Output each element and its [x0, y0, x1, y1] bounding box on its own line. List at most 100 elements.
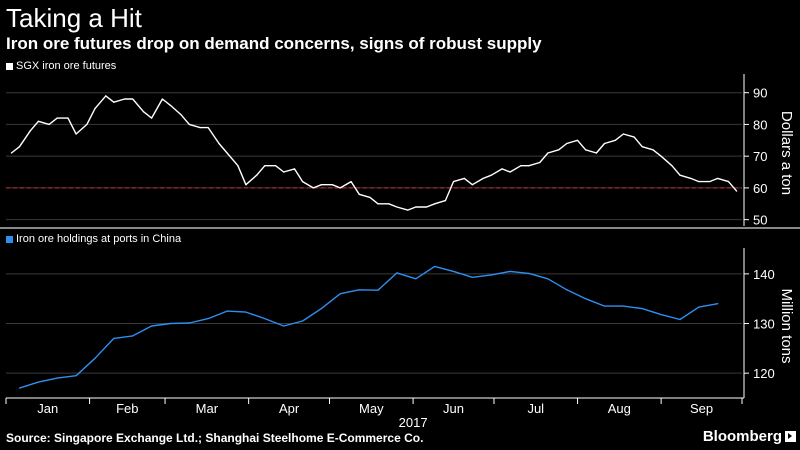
- data-point-futures-4: [48, 123, 50, 126]
- data-point-holdings-8: [169, 322, 172, 325]
- legend-swatch-futures: [6, 62, 13, 70]
- data-point-futures-49: [471, 184, 474, 186]
- data-point-holdings-29: [566, 289, 568, 291]
- series-line-futures: [10, 95, 738, 211]
- data-point-futures-28: [274, 165, 277, 167]
- data-point-futures-6: [67, 117, 69, 119]
- data-point-futures-3: [37, 120, 39, 122]
- data-point-holdings-15: [301, 320, 304, 322]
- data-point-holdings-22: [434, 265, 436, 268]
- chart-subtitle: Iron ore futures drop on demand concerns…: [6, 34, 542, 53]
- data-point-futures-36: [350, 180, 352, 183]
- data-point-futures-54: [520, 165, 522, 167]
- xtick-label-jun: Jun: [443, 401, 464, 416]
- data-point-futures-63: [603, 142, 606, 145]
- data-point-holdings-0: [18, 387, 21, 389]
- data-point-futures-27: [264, 165, 266, 167]
- data-point-futures-15: [150, 117, 153, 119]
- data-point-holdings-28: [547, 278, 549, 280]
- data-point-futures-58: [558, 149, 560, 151]
- data-point-holdings-13: [264, 317, 266, 320]
- ylabel-futures: Dollars a ton: [778, 111, 795, 195]
- data-point-futures-29: [283, 171, 285, 173]
- data-point-holdings-5: [113, 337, 115, 340]
- data-point-holdings-36: [698, 306, 700, 308]
- data-point-futures-2: [29, 130, 31, 132]
- data-point-holdings-18: [358, 289, 360, 291]
- data-point-holdings-19: [377, 289, 379, 291]
- xtick-label-sep: Sep: [690, 401, 713, 416]
- data-point-holdings-14: [283, 325, 285, 327]
- data-point-holdings-9: [188, 322, 190, 324]
- data-point-holdings-7: [150, 325, 153, 327]
- data-point-futures-48: [463, 177, 465, 179]
- data-point-futures-55: [528, 165, 530, 167]
- data-point-futures-20: [199, 127, 201, 129]
- data-point-holdings-12: [245, 311, 247, 313]
- data-point-futures-42: [407, 209, 409, 211]
- ytick-label-futures-60: 60: [753, 181, 767, 196]
- data-point-futures-37: [358, 193, 360, 195]
- data-point-futures-14: [142, 111, 145, 113]
- brand-logo: Bloomberg: [703, 428, 796, 445]
- data-point-futures-21: [207, 127, 209, 129]
- data-point-holdings-17: [339, 293, 341, 295]
- data-point-holdings-34: [660, 313, 662, 316]
- data-point-holdings-20: [396, 272, 398, 274]
- xtick-label-mar: Mar: [196, 401, 219, 416]
- data-point-futures-59: [566, 142, 568, 145]
- data-point-holdings-30: [585, 298, 587, 300]
- data-point-futures-23: [226, 152, 228, 154]
- data-point-futures-9: [94, 107, 96, 110]
- data-point-futures-52: [501, 168, 503, 170]
- data-point-futures-74: [709, 180, 711, 183]
- data-point-futures-5: [56, 117, 58, 119]
- brand-arrow-icon: [785, 431, 796, 442]
- data-point-futures-62: [595, 152, 598, 154]
- data-point-futures-75: [717, 177, 719, 179]
- legend-label-holdings: Iron ore holdings at ports in China: [16, 233, 182, 245]
- data-point-futures-40: [388, 203, 390, 205]
- data-point-futures-31: [301, 180, 304, 183]
- ytick-label-futures-70: 70: [753, 149, 767, 164]
- chart-title: Taking a Hit: [6, 3, 142, 33]
- data-point-futures-76: [727, 180, 730, 183]
- data-point-futures-33: [320, 184, 323, 186]
- data-point-futures-53: [509, 171, 511, 173]
- series-line-holdings: [19, 265, 718, 389]
- data-point-futures-17: [169, 104, 172, 106]
- data-point-futures-68: [652, 149, 654, 151]
- data-point-futures-44: [425, 206, 428, 208]
- data-point-futures-60: [576, 139, 579, 141]
- legend-holdings: Iron ore holdings at ports in China: [6, 233, 181, 245]
- data-point-holdings-35: [679, 318, 681, 321]
- xtick-label-apr: Apr: [279, 401, 300, 416]
- data-point-holdings-31: [603, 305, 606, 307]
- ytick-label-futures-80: 80: [753, 117, 767, 132]
- data-point-futures-22: [218, 142, 220, 145]
- data-point-futures-11: [113, 101, 115, 103]
- data-point-holdings-33: [641, 308, 643, 310]
- legend-swatch-holdings: [6, 235, 13, 243]
- data-point-futures-64: [614, 139, 616, 141]
- data-point-holdings-10: [207, 317, 209, 320]
- data-point-holdings-26: [509, 270, 511, 272]
- data-point-futures-57: [547, 152, 549, 154]
- xtick-label-may: May: [359, 401, 384, 416]
- data-point-holdings-24: [471, 276, 474, 278]
- data-point-futures-16: [161, 98, 163, 100]
- xaxis-year-label: 2017: [399, 415, 428, 430]
- data-point-holdings-25: [490, 274, 492, 276]
- data-point-futures-73: [698, 180, 700, 183]
- data-point-futures-69: [660, 155, 662, 157]
- data-point-futures-7: [75, 133, 77, 135]
- data-point-holdings-27: [528, 272, 530, 274]
- ytick-label-holdings-130: 130: [753, 317, 775, 332]
- data-point-holdings-32: [622, 305, 624, 307]
- data-point-holdings-21: [415, 278, 417, 280]
- data-point-futures-72: [690, 177, 692, 179]
- data-point-futures-41: [396, 206, 398, 208]
- data-point-futures-24: [237, 165, 239, 167]
- data-point-futures-70: [671, 165, 673, 167]
- data-point-holdings-16: [320, 308, 323, 310]
